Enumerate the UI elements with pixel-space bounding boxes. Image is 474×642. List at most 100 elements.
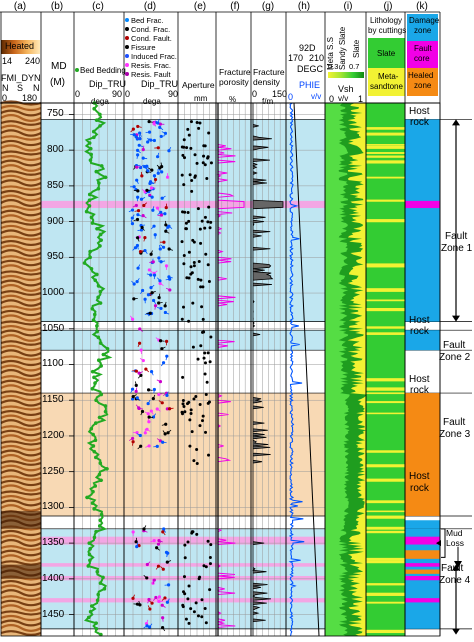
- fmi-sinusoid: [0, 414, 42, 422]
- fracture-tail: [143, 157, 148, 160]
- depth-tick-label: 950: [47, 251, 64, 263]
- fracture-tadpole: [167, 224, 171, 228]
- fracture-tail: [149, 188, 154, 192]
- legend-induced-frac: Induced Frac.: [131, 52, 177, 61]
- metasand-layer: [366, 144, 405, 146]
- fracture-tail: [130, 388, 133, 393]
- fracture-tadpole: [147, 312, 151, 316]
- track-border: [215, 102, 252, 637]
- aperture-point: [200, 419, 204, 423]
- lithology-title-1: Lithology: [370, 16, 403, 25]
- fracture-tadpole: [147, 130, 152, 134]
- aperture-point: [181, 375, 185, 379]
- fracture-tadpole: [155, 206, 160, 210]
- fracture-tadpole: [151, 397, 155, 401]
- fracture-tadpole: [134, 383, 138, 387]
- bedding-dip-point: [95, 226, 99, 231]
- fracture-tail: [141, 189, 146, 193]
- fracture-tail: [132, 247, 136, 251]
- fracture-tadpole: [166, 583, 171, 587]
- aperture-point: [197, 259, 201, 263]
- metasand-layer: [366, 412, 405, 415]
- fault-core-band: [216, 200, 251, 209]
- fracture-tail: [137, 445, 141, 450]
- fmi-sinusoid: [0, 340, 42, 346]
- fmi-sinusoid: [0, 564, 42, 572]
- bedding-dip-point: [105, 467, 109, 471]
- col-letter-g: (g): [261, 1, 275, 12]
- fmi-sinusoid: [0, 329, 42, 337]
- col-letter-e: (e): [193, 1, 207, 12]
- fracture-tadpole: [152, 271, 156, 275]
- fmi-sinusoid: [0, 510, 42, 516]
- vsh-fill-light: [325, 103, 350, 636]
- aperture-point: [189, 120, 193, 124]
- temp-max: 210: [309, 53, 325, 63]
- bedding-dip-point: [90, 221, 95, 225]
- fracture-tail: [136, 136, 141, 139]
- fracture-tail: [145, 191, 149, 195]
- fracture-tadpole: [130, 208, 135, 212]
- bedding-dip-point: [87, 192, 92, 197]
- aperture-point: [201, 414, 205, 418]
- azimuth-max: 180: [22, 93, 38, 103]
- aperture-point: [200, 615, 204, 619]
- fracture-tadpole: [139, 228, 144, 232]
- aperture-point: [194, 601, 198, 605]
- fracture-tadpole: [157, 599, 161, 603]
- zone-label-host-2a: Host: [409, 315, 430, 326]
- fracture-tadpole: [146, 169, 150, 173]
- aperture-point: [202, 330, 206, 334]
- healed-zone-band: [41, 393, 74, 516]
- aperture-point: [195, 461, 199, 465]
- fault-core-band: [74, 598, 124, 603]
- depth-tick-label: 1400: [42, 572, 65, 584]
- healed-zone-band: [178, 393, 216, 516]
- fracture-tail: [136, 180, 139, 184]
- fracture-tail: [165, 356, 168, 361]
- fracture-tadpole: [134, 389, 138, 394]
- fracture-tail: [139, 328, 143, 333]
- bedding-dip-point: [94, 627, 99, 631]
- aperture-point: [189, 607, 193, 611]
- fault-zone-band: [216, 330, 251, 351]
- md-title: MD: [51, 61, 67, 72]
- col-letter-a: (a): [13, 1, 27, 12]
- fracture-tadpole: [164, 229, 168, 233]
- fmi-sinusoid: [0, 144, 42, 152]
- fracture-tail: [166, 553, 169, 558]
- fracture-tail: [151, 290, 156, 294]
- fracture-tail: [132, 370, 137, 372]
- fracture-tail: [148, 167, 153, 171]
- fracture-tail: [130, 219, 133, 224]
- metasand-layer: [366, 500, 405, 504]
- fracture-tadpole: [149, 186, 154, 190]
- fracture-tail: [166, 391, 169, 396]
- fmi-sinusoid: [0, 619, 42, 627]
- aperture-point: [189, 146, 193, 150]
- fracture-tadpole: [151, 260, 155, 264]
- bedding-dip-point: [95, 329, 99, 334]
- fracture-tadpole: [161, 440, 165, 444]
- fracture-tadpole: [151, 187, 155, 191]
- fault-zone-band: [216, 528, 251, 629]
- fracture-tadpole: [146, 293, 151, 297]
- fracture-tadpole: [137, 406, 141, 410]
- fracture-tail: [153, 300, 157, 305]
- zone-label-fz3b: Zone 3: [439, 429, 471, 440]
- damage-zone-segment: [405, 200, 440, 209]
- fmi-sinusoid: [0, 419, 42, 427]
- fracture-tadpole: [165, 354, 169, 358]
- fracture-tadpole: [163, 432, 167, 436]
- fmi-sinusoid: [0, 494, 42, 502]
- fmi-sinusoid: [0, 189, 42, 197]
- fault-zone-1-arrow-head-down: [452, 315, 460, 322]
- aperture-point: [201, 330, 205, 334]
- fracture-tadpole: [136, 195, 140, 199]
- fracture-tadpole: [136, 213, 140, 217]
- fracture-tail: [140, 164, 144, 168]
- legend-marker: [125, 45, 129, 49]
- aperture-point: [187, 584, 191, 588]
- fracture-tadpole: [139, 251, 143, 255]
